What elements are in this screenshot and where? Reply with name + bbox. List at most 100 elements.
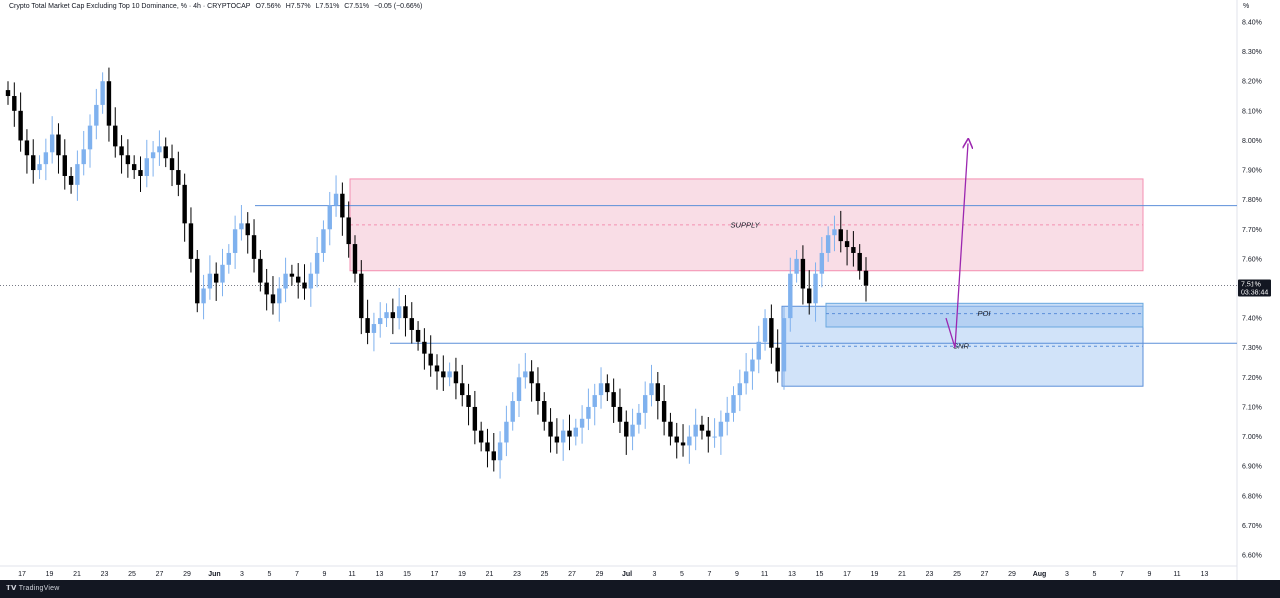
change-value: −0.05 (−0.66%) — [374, 3, 423, 10]
candle-body — [560, 430, 566, 443]
candle-body — [649, 383, 654, 396]
symbol-legend[interactable]: Crypto Total Market Cap Excluding Top 10… — [9, 3, 425, 10]
annotations-layer: SUPPLY POI SNR 7.51%03:38:44 — [731, 143, 1271, 351]
candle-body — [611, 392, 616, 407]
candle-body — [314, 252, 320, 274]
x-tick-label: 5 — [268, 571, 272, 578]
x-tick-label: 11 — [1173, 571, 1180, 578]
time-axis[interactable]: 17 19 21 23 25 27 29 Jun 3 5 7 9 11 13 15 17 19 21 23 25 27 2… — [18, 571, 1208, 578]
y-tick-label: 7.60% — [1242, 256, 1262, 263]
x-tick-label: 17 — [843, 571, 851, 578]
candle-body — [378, 318, 383, 325]
candle-body — [491, 451, 496, 461]
candle-body — [523, 371, 528, 378]
candle-body — [504, 421, 509, 443]
candle-body — [466, 395, 471, 407]
candle-body — [851, 247, 856, 253]
x-tick-label: 9 — [735, 571, 739, 578]
candle-body — [725, 412, 730, 422]
candle-body — [712, 436, 717, 438]
candle-body — [756, 341, 761, 360]
footer-bar — [0, 580, 1280, 598]
candle-body — [838, 229, 843, 242]
y-tick-label: 6.90% — [1242, 464, 1262, 471]
candle-body — [138, 170, 143, 176]
candle-body — [87, 125, 93, 150]
x-tick-label: 29 — [183, 571, 191, 578]
x-tick-label: 23 — [101, 571, 109, 578]
candle-body — [37, 164, 42, 171]
price-tag-box — [1238, 279, 1271, 297]
y-tick-label: 7.90% — [1242, 168, 1262, 175]
candle-body — [548, 421, 553, 437]
x-tick-label: 19 — [871, 571, 879, 578]
candle-body — [321, 229, 326, 253]
candle-body — [844, 241, 850, 248]
candles-layer — [5, 67, 869, 479]
x-tick-label: 23 — [926, 571, 934, 578]
candle-body — [176, 170, 181, 185]
candle-body — [24, 140, 30, 156]
candle-body — [516, 377, 522, 402]
candle-body — [49, 134, 55, 153]
candle-body — [384, 312, 389, 319]
x-tick-label: Jul — [622, 571, 632, 578]
candle-body — [434, 365, 440, 372]
candle-body — [125, 155, 131, 165]
candle-body — [453, 371, 459, 384]
candle-body — [150, 152, 156, 159]
x-tick-label: 27 — [981, 571, 989, 578]
candle-body — [769, 318, 774, 348]
x-tick-label: 17 — [18, 571, 26, 578]
candle-body — [239, 223, 244, 230]
candle-body — [207, 273, 213, 289]
candle-body — [163, 146, 168, 159]
candle-body — [5, 90, 11, 97]
poi-label: POI — [978, 309, 991, 318]
unit-label: % — [1243, 3, 1250, 10]
price-axis[interactable]: 8.40% 8.30% 8.20% 8.10% 8.00% 7.90% 7.80% 7.70%… — [1242, 20, 1262, 560]
candle-body — [119, 146, 124, 156]
candle-body — [737, 383, 743, 396]
x-tick-label: 27 — [568, 571, 576, 578]
candle-body — [617, 406, 623, 422]
candle-body — [554, 436, 560, 443]
x-tick-label: Jun — [208, 571, 220, 578]
y-tick-label: 7.40% — [1242, 316, 1262, 323]
candle-body — [81, 149, 86, 165]
x-tick-label: 29 — [1008, 571, 1016, 578]
supply-label: SUPPLY — [731, 220, 761, 229]
tradingview-logo[interactable]: 𝗧𝗩 TradingView — [6, 584, 59, 592]
candle-body — [113, 125, 118, 147]
x-tick-label: 7 — [708, 571, 712, 578]
candle-body — [327, 205, 332, 230]
candle-body — [788, 273, 793, 319]
x-tick-label: 25 — [953, 571, 961, 578]
x-tick-label: 11 — [348, 571, 355, 578]
y-tick-label: 6.80% — [1242, 493, 1262, 500]
candle-body — [277, 288, 282, 304]
x-tick-label: 15 — [816, 571, 824, 578]
candle-body — [800, 258, 806, 289]
candle-body — [296, 276, 301, 283]
candle-body — [390, 312, 396, 319]
candle-body — [220, 264, 225, 283]
x-tick-label: 3 — [1065, 571, 1069, 578]
x-tick-label: 27 — [156, 571, 164, 578]
candle-body — [346, 217, 351, 245]
candle-body — [157, 146, 162, 153]
candle-body — [529, 371, 534, 384]
candle-body — [43, 152, 49, 165]
candle-body — [409, 318, 414, 330]
candle-body — [567, 430, 572, 437]
candle-body — [598, 383, 604, 396]
symbol-title: Crypto Total Market Cap Excluding Top 10… — [9, 3, 251, 10]
x-tick-label: 9 — [1148, 571, 1152, 578]
close-value: C7.51% — [344, 3, 370, 10]
x-tick-label: 3 — [240, 571, 244, 578]
x-tick-label: 19 — [458, 571, 466, 578]
candle-body — [863, 270, 869, 286]
y-tick-label: 7.00% — [1242, 434, 1262, 441]
